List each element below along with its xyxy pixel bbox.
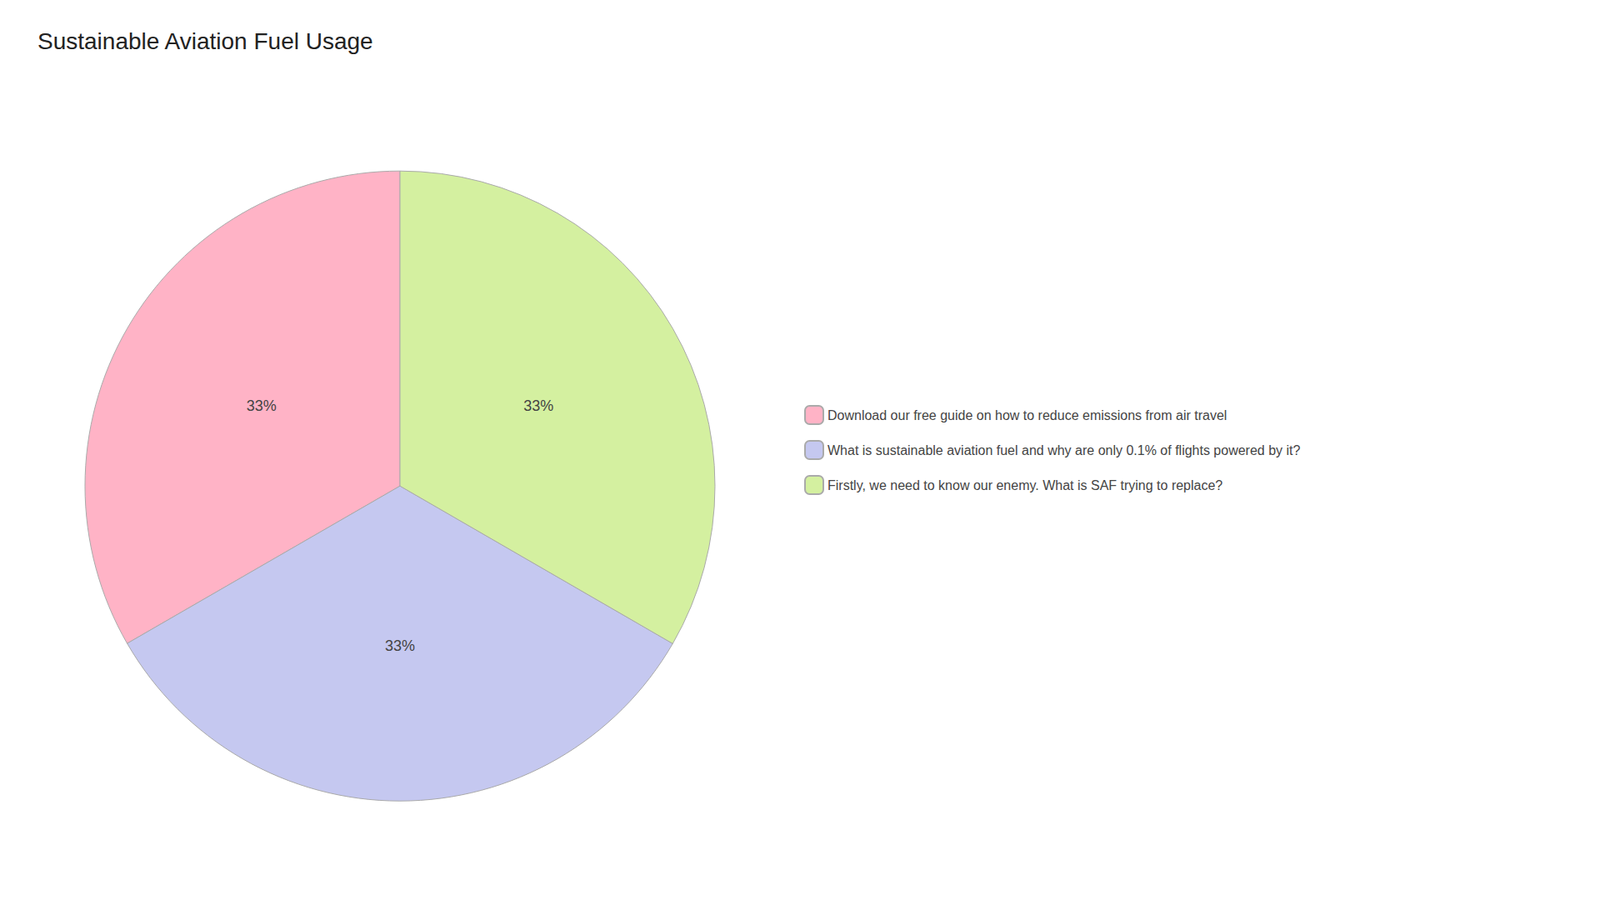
svg-text:Sustainable Aviation Fuel Usag: Sustainable Aviation Fuel Usage (37, 28, 374, 55)
svg-text:33%: 33% (246, 397, 277, 415)
svg-text:What is sustainable aviation f: What is sustainable aviation fuel and wh… (827, 443, 1301, 458)
svg-text:33%: 33% (523, 397, 554, 415)
svg-text:Download our free guide on how: Download our free guide on how to reduce… (827, 408, 1227, 423)
svg-text:33%: 33% (385, 637, 415, 655)
svg-text:Firstly, we need to know our e: Firstly, we need to know our enemy. What… (827, 478, 1223, 493)
